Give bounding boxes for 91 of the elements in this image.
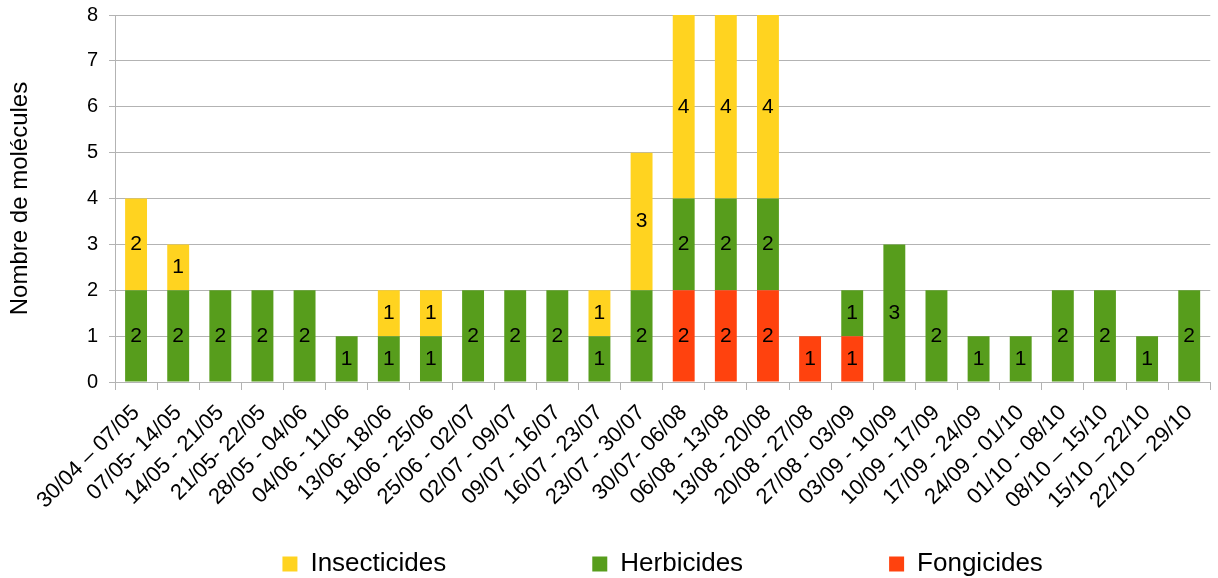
data-label: 2 (130, 231, 142, 255)
data-label: 2 (762, 231, 774, 255)
bar (209, 290, 232, 382)
data-label: 1 (1141, 345, 1153, 369)
data-label: 4 (677, 93, 690, 117)
legend-label: Fongicides (917, 547, 1043, 578)
y-tick-label: 5 (86, 140, 98, 163)
y-tick-label: 6 (86, 94, 98, 117)
data-label: 1 (425, 299, 437, 323)
data-label: 2 (1099, 322, 1111, 346)
data-label: 1 (846, 345, 859, 369)
bar (925, 290, 948, 382)
bar (1136, 336, 1159, 382)
data-label: 2 (214, 322, 227, 346)
data-label: 2 (172, 322, 185, 346)
data-label: 2 (930, 322, 943, 346)
data-label: 1 (846, 299, 859, 323)
data-label: 3 (635, 208, 648, 232)
bar (335, 336, 358, 382)
data-label: 1 (593, 345, 606, 369)
bar (588, 336, 611, 382)
y-tick-label: 8 (86, 2, 98, 25)
data-label: 2 (551, 322, 564, 346)
bar (757, 198, 779, 291)
bar (672, 290, 695, 382)
bar (883, 244, 906, 382)
bar (799, 336, 822, 382)
y-tick-label: 1 (86, 323, 98, 346)
data-label: 2 (1183, 322, 1196, 346)
bar (251, 290, 274, 382)
bar (377, 336, 400, 382)
y-tick-label: 4 (86, 186, 98, 209)
bar (841, 290, 864, 337)
bar (1094, 290, 1116, 382)
bar (504, 290, 527, 382)
bar (419, 336, 442, 382)
bar (672, 198, 695, 291)
data-label: 2 (635, 322, 648, 346)
bar (672, 15, 695, 199)
data-label: 1 (382, 299, 395, 323)
data-label: 1 (593, 299, 606, 323)
data-label: 2 (677, 322, 690, 346)
data-label: 1 (804, 345, 816, 369)
bar (1009, 336, 1032, 382)
data-label: 2 (719, 231, 732, 255)
bar (546, 290, 569, 382)
bar (125, 198, 148, 291)
bar (714, 15, 737, 199)
bar (377, 290, 400, 337)
data-label: 2 (256, 322, 269, 346)
bar (757, 290, 779, 382)
data-label: 2 (298, 322, 311, 346)
data-label: 1 (972, 345, 985, 369)
bar (167, 290, 190, 382)
bar (588, 290, 611, 337)
bar (1178, 290, 1201, 382)
data-label: 4 (762, 93, 775, 117)
data-label: 1 (382, 345, 395, 369)
bar (125, 290, 148, 382)
bar (167, 244, 190, 291)
data-label: 2 (467, 322, 479, 346)
data-label: 1 (1014, 345, 1027, 369)
bar (714, 290, 737, 382)
data-label: 4 (719, 93, 732, 117)
data-label: 2 (762, 322, 774, 346)
legend-label: Insecticides (310, 547, 447, 578)
y-tick-label: 0 (86, 369, 98, 392)
y-axis-title: Nombre de molécules (5, 81, 33, 316)
bar (462, 290, 485, 382)
data-label: 2 (719, 322, 732, 346)
data-label: 3 (888, 299, 901, 323)
bar (841, 336, 864, 382)
bar (967, 336, 990, 382)
data-label: 1 (425, 345, 437, 369)
bar (714, 198, 737, 291)
bar (630, 152, 653, 291)
bar (293, 290, 316, 382)
bar (757, 15, 779, 199)
data-label: 2 (1056, 322, 1069, 346)
y-tick-label: 2 (86, 277, 98, 300)
data-label: 2 (509, 322, 522, 346)
data-label: 2 (677, 231, 690, 255)
y-tick-label: 7 (86, 48, 98, 71)
legend-label: Herbicides (620, 547, 744, 578)
bar (630, 290, 653, 382)
data-label: 2 (130, 322, 142, 346)
bar (1051, 290, 1074, 382)
bar (419, 290, 442, 337)
y-tick-label: 3 (86, 231, 98, 254)
data-label: 1 (340, 345, 353, 369)
data-label: 1 (172, 254, 185, 278)
